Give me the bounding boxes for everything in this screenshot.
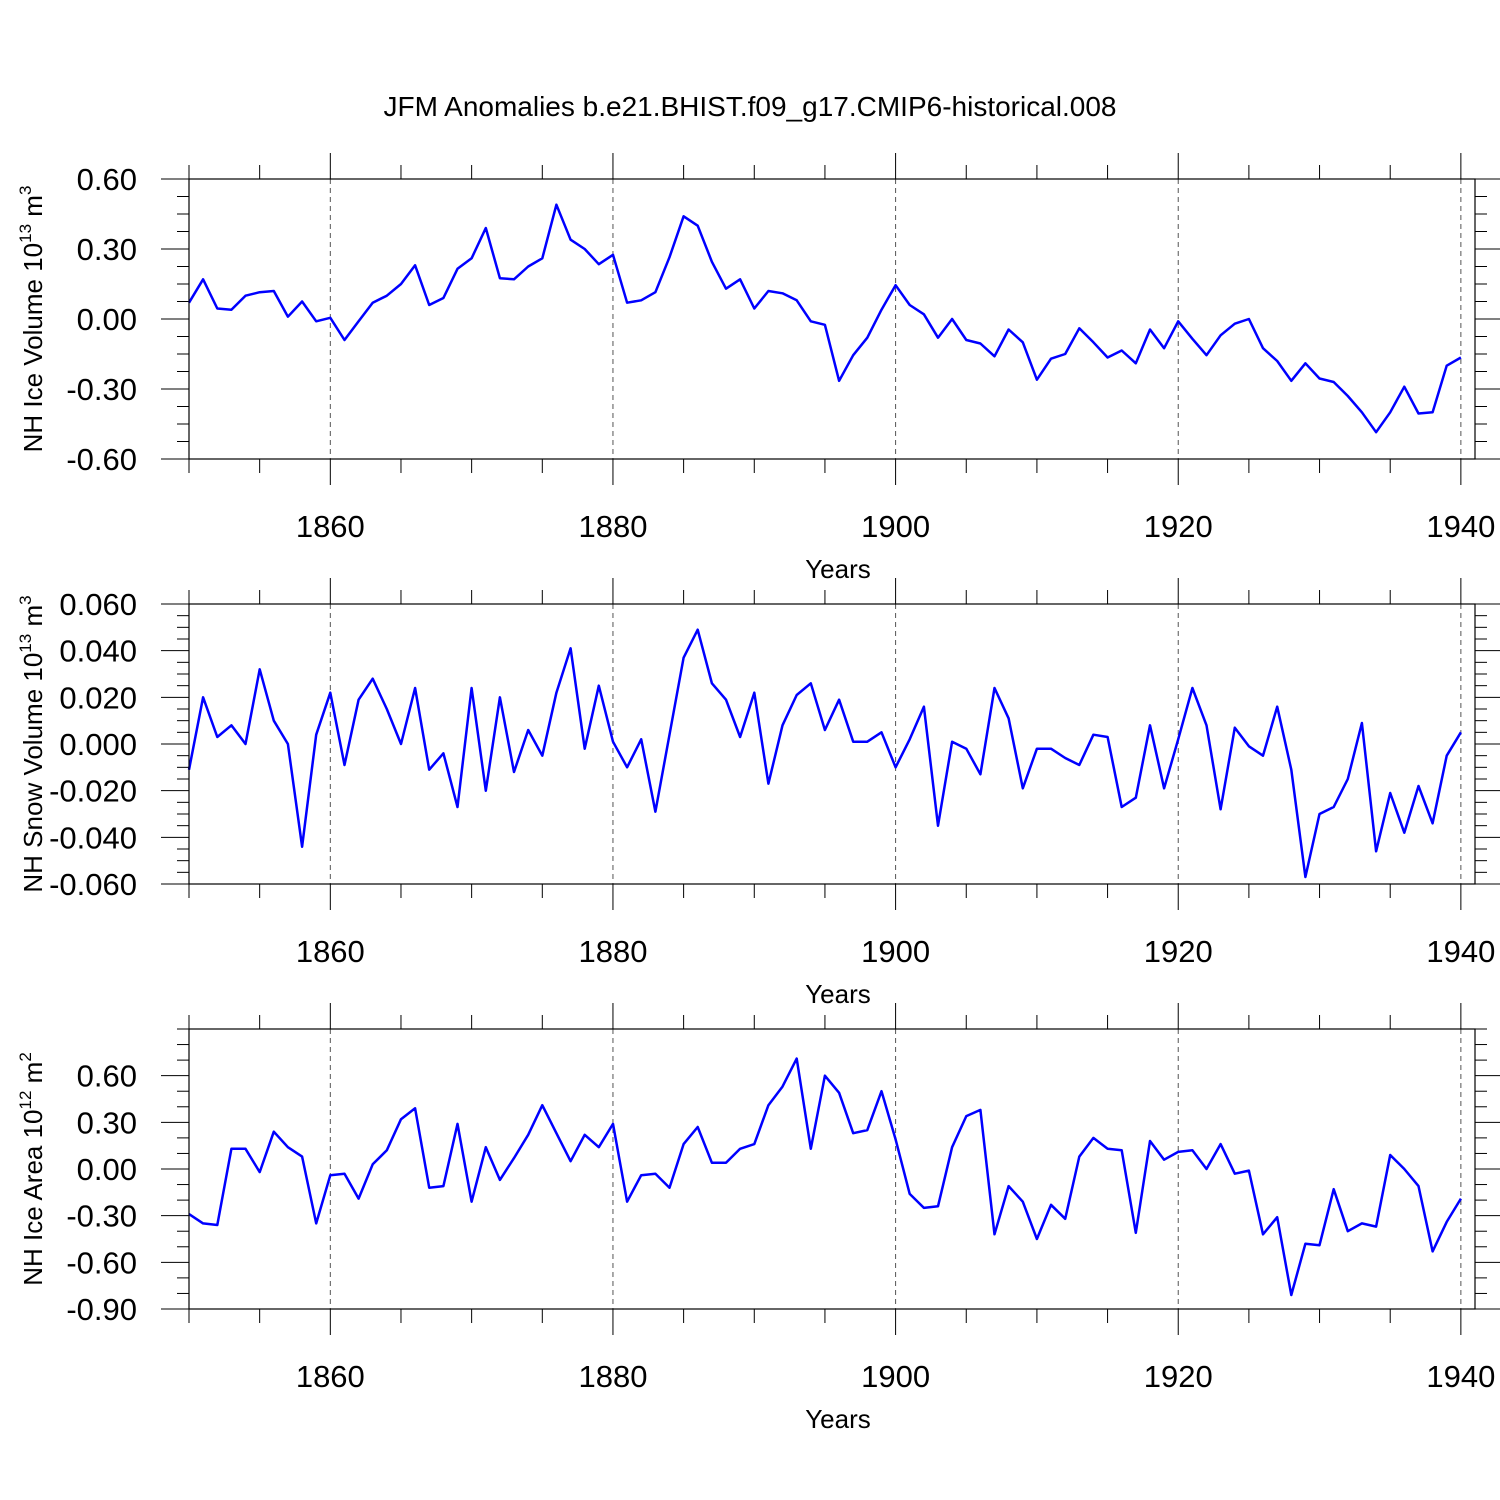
plot-frame — [188, 178, 1476, 460]
data-series-line — [188, 1057, 1462, 1297]
panel-snow-volume: -0.060 -0.040 -0.020 0.000 0.020 0.040 0.060 18… — [16, 578, 1500, 1009]
plot-frame — [188, 1028, 1476, 1310]
x-tick-label: 1900 — [861, 934, 930, 969]
x-tick-label: 1920 — [1144, 934, 1213, 969]
x-axis-label: Years — [805, 979, 871, 1009]
x-tick-label: 1860 — [296, 509, 365, 544]
y-axis-label-text: m — [18, 605, 48, 634]
x-tick-label: 1900 — [861, 1359, 930, 1394]
y-axis-label-text: m — [18, 195, 48, 224]
data-series-line — [187, 203, 1462, 434]
x-tick-label: 1860 — [296, 1359, 365, 1394]
y-tick-label: 0.60 — [77, 162, 137, 197]
y-tick-label: -0.30 — [66, 1199, 137, 1234]
x-tick-label: 1920 — [1144, 509, 1213, 544]
x-tick-label: 1880 — [578, 934, 647, 969]
y-tick-label: -0.060 — [49, 867, 137, 902]
y-axis-label-text: NH Ice Area 10 — [18, 1109, 48, 1285]
y-axis-label-text: NH Snow Volume 10 — [18, 653, 48, 893]
y-tick-label: -0.60 — [66, 442, 137, 477]
x-axis-label: Years — [805, 554, 871, 584]
y-tick-label: -0.60 — [66, 1245, 137, 1280]
y-axis-label-text: m — [18, 1062, 48, 1091]
y-tick-label: 0.60 — [77, 1059, 137, 1094]
y-axis-label: NH Snow Volume 1013 m3 — [16, 595, 48, 892]
y-axis-label-superscript: 13 — [16, 634, 35, 653]
plot-frame — [188, 603, 1476, 885]
x-axis-label: Years — [805, 1404, 871, 1434]
y-tick-label: 0.000 — [59, 727, 137, 762]
y-tick-label: 0.020 — [59, 680, 137, 715]
y-axis-label-superscript: 3 — [16, 595, 35, 604]
y-axis-label: NH Ice Volume 1013 m3 — [16, 186, 48, 453]
y-tick-label: 0.060 — [59, 587, 137, 622]
y-axis-label-superscript: 2 — [16, 1052, 35, 1061]
panel-ice-area: -0.90 -0.60 -0.30 0.00 0.30 0.60 1860 1880 1900 1… — [16, 1003, 1500, 1434]
y-axis-label-superscript: 12 — [16, 1091, 35, 1110]
y-tick-label: -0.040 — [49, 820, 137, 855]
y-tick-label: 0.040 — [59, 634, 137, 669]
x-tick-label: 1900 — [861, 509, 930, 544]
panel-ice-volume: -0.60 -0.30 0.00 0.30 0.60 1860 1880 1900 1920 19… — [16, 153, 1500, 584]
x-tick-label: 1860 — [296, 934, 365, 969]
y-tick-label: 0.00 — [77, 302, 137, 337]
y-tick-label: 0.00 — [77, 1152, 137, 1187]
x-tick-label: 1940 — [1426, 1359, 1495, 1394]
x-tick-label: 1940 — [1426, 934, 1495, 969]
figure-title: JFM Anomalies b.e21.BHIST.f09_g17.CMIP6-… — [383, 91, 1116, 122]
x-tick-label: 1940 — [1426, 509, 1495, 544]
y-axis-label-text: NH Ice Volume 10 — [18, 243, 48, 453]
x-tick-label: 1880 — [578, 509, 647, 544]
y-tick-label: 0.30 — [77, 1105, 137, 1140]
y-tick-label: -0.90 — [66, 1292, 137, 1327]
y-tick-label: 0.30 — [77, 232, 137, 267]
y-tick-label: -0.30 — [66, 372, 137, 407]
y-axis-label-superscript: 13 — [16, 224, 35, 243]
y-tick-label: -0.020 — [49, 774, 137, 809]
x-tick-label: 1920 — [1144, 1359, 1213, 1394]
x-tick-label: 1880 — [578, 1359, 647, 1394]
y-axis-label: NH Ice Area 1012 m2 — [16, 1052, 48, 1286]
data-series-line — [187, 628, 1462, 879]
y-axis-label-superscript: 3 — [16, 186, 35, 195]
